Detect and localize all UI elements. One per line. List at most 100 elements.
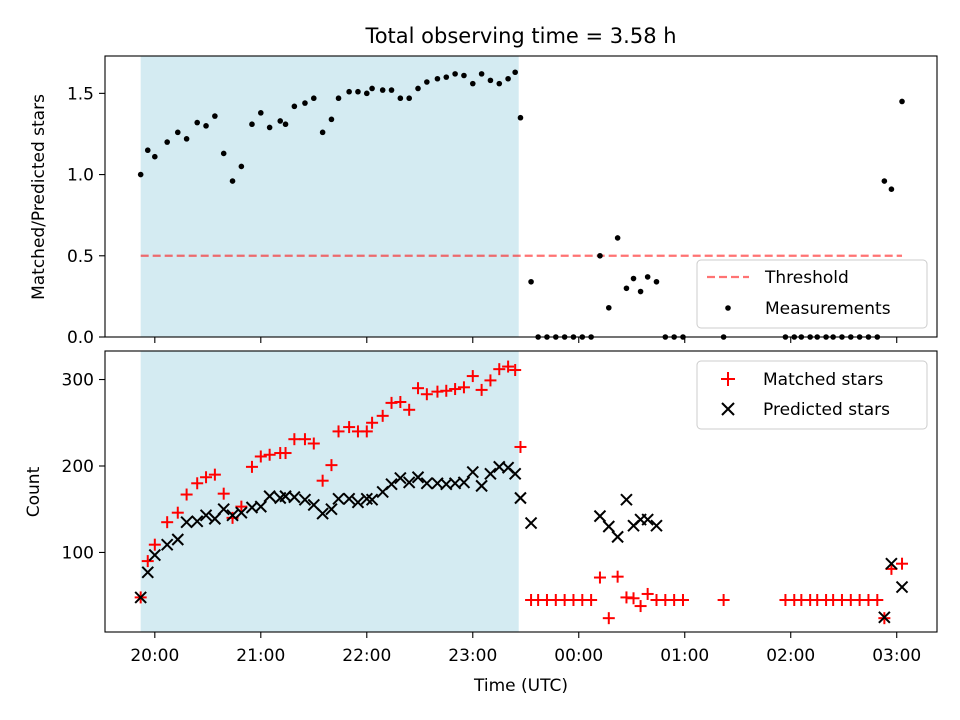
legend-predicted-swatch (721, 402, 735, 416)
predicted-point (254, 500, 268, 513)
predicted-point (134, 591, 147, 604)
measurement-point (487, 77, 494, 84)
x-tick-label: 22:00 (342, 646, 391, 666)
matched-point (611, 570, 624, 583)
y-tick-label: 0.5 (67, 247, 94, 267)
predicted-point (885, 557, 898, 570)
x-tick-label: 23:00 (448, 646, 497, 666)
bottom-predicted-layer (134, 460, 909, 624)
matched-point (366, 416, 379, 429)
measurement-point (335, 95, 342, 102)
matched-point (360, 425, 373, 438)
predicted-point (411, 471, 425, 484)
predicted-point (171, 533, 184, 546)
measurement-point (203, 123, 209, 129)
bottom-legend-box (696, 360, 928, 430)
matched-point (279, 447, 292, 460)
measurement-point (183, 136, 190, 142)
measurement-point (388, 87, 395, 93)
predicted-point (316, 507, 329, 520)
measurement-point (406, 95, 412, 102)
measurement-point (469, 80, 476, 87)
measurement-point (369, 85, 375, 92)
predicted-point (593, 509, 607, 523)
predicted-point (385, 477, 398, 491)
predicted-point (208, 512, 222, 525)
legend-matched-label: Matched stars (763, 370, 883, 390)
predicted-point (641, 513, 654, 526)
matched-point (593, 571, 606, 584)
measurement-point (282, 121, 289, 128)
legend-matched-swatch (721, 372, 735, 386)
measurement-point (266, 124, 273, 131)
matched-point (466, 370, 479, 383)
x-tick-label: 02:00 (766, 646, 815, 666)
predicted-point (457, 476, 471, 489)
y-tick-label: 200 (62, 457, 94, 477)
measurement-point (310, 95, 317, 102)
x-tick-label: 00:00 (554, 646, 603, 666)
measurement-point (881, 178, 888, 184)
x-tick-label: 20:00 (130, 646, 179, 666)
bottom-panel: 100 200 300 20:00 21:00 22:00 23:00 00:00 01:00… (24, 350, 938, 696)
y-tick-label: 0.0 (67, 328, 94, 348)
matched-point (343, 421, 356, 434)
x-axis-label: Time (UTC) (473, 676, 568, 696)
top-x-ticks (154, 337, 898, 343)
bottom-legend: Matched stars Predicted stars (696, 360, 928, 430)
matched-point (502, 360, 515, 373)
top-legend: Threshold Measurements (696, 259, 928, 329)
figure-title: Total observing time = 3.58 h (364, 24, 676, 48)
measurement-point (397, 95, 404, 102)
predicted-point (475, 479, 488, 493)
top-axes-frame (104, 55, 938, 338)
predicted-point (611, 530, 624, 544)
matched-point (180, 488, 193, 501)
measurement-point (212, 113, 218, 119)
y-tick-label: 1.0 (67, 166, 94, 186)
predicted-point (263, 490, 276, 503)
measurement-point (346, 88, 352, 95)
matched-point (440, 384, 453, 397)
legend-threshold-label: Threshold (764, 268, 849, 288)
matched-point (298, 433, 311, 446)
matched-point (871, 594, 884, 607)
measurement-point (415, 85, 421, 92)
measurement-point (614, 235, 621, 241)
measurement-point (888, 186, 895, 192)
measurement-point (258, 110, 264, 116)
matched-point (148, 538, 161, 551)
top-legend-box (696, 259, 928, 329)
measurement-point (461, 72, 467, 79)
measurement-point (653, 278, 660, 285)
predicted-point (298, 493, 312, 506)
top-y-ticks: 0.0 0.5 1.0 1.5 (67, 84, 105, 348)
measurement-point (238, 163, 245, 170)
measurement-point (302, 100, 308, 106)
matched-point (288, 433, 301, 446)
measurement-point (512, 69, 518, 76)
bottom-x-ticks: 20:00 21:00 22:00 23:00 00:00 01:00 02:00 03:00 (130, 632, 921, 666)
bottom-matched-layer (134, 360, 909, 625)
matched-point (394, 396, 407, 409)
predicted-point (351, 496, 365, 509)
matched-point (493, 363, 506, 376)
measurement-point (328, 116, 335, 123)
top-shaded-span-layer (140, 56, 519, 337)
predicted-point (235, 506, 248, 519)
y-tick-label: 300 (62, 371, 94, 391)
measurement-point (478, 71, 485, 77)
matched-point (208, 468, 221, 481)
measurement-point (605, 304, 612, 311)
predicted-point (217, 503, 230, 516)
predicted-point (342, 492, 356, 506)
measurement-point (528, 278, 534, 285)
predicted-point (199, 509, 213, 522)
matched-point (161, 516, 174, 529)
measurement-point (899, 98, 905, 105)
predicted-point (402, 476, 416, 489)
matched-point (457, 381, 470, 394)
predicted-point (895, 580, 909, 594)
predicted-point (226, 509, 239, 522)
measurement-point (355, 88, 361, 95)
